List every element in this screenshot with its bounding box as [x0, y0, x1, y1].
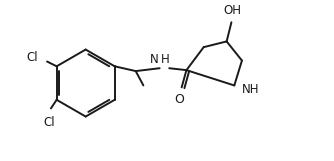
Text: Cl: Cl — [27, 51, 38, 64]
Text: N: N — [150, 53, 159, 66]
Text: H: H — [161, 53, 169, 66]
Text: NH: NH — [242, 83, 260, 96]
Text: O: O — [174, 93, 184, 106]
Text: Cl: Cl — [43, 116, 55, 129]
Text: OH: OH — [223, 4, 241, 17]
